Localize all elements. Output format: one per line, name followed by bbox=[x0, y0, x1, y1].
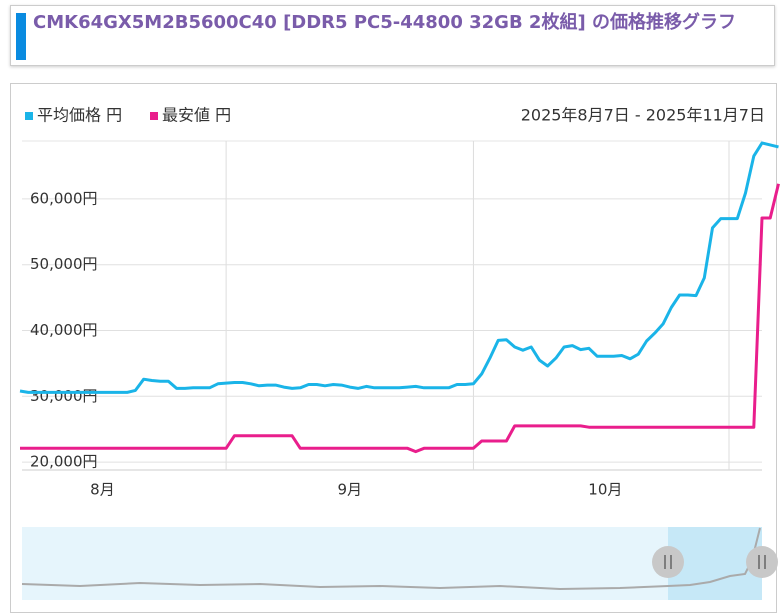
x-tick-label: 9月 bbox=[338, 481, 363, 499]
legend-label: 最安値 円 bbox=[162, 106, 231, 125]
y-tick-label: 20,000円 bbox=[30, 453, 98, 471]
legend-label: 平均価格 円 bbox=[37, 106, 122, 125]
handle-grip bbox=[758, 555, 766, 569]
navigator bbox=[21, 527, 778, 600]
plot-area bbox=[22, 140, 762, 471]
y-tick-label: 30,000円 bbox=[30, 387, 98, 405]
legend-marker bbox=[150, 112, 158, 120]
header: CMK64GX5M2B5600C40 [DDR5 PC5-44800 32GB … bbox=[10, 5, 775, 66]
x-tick-label: 10月 bbox=[588, 481, 622, 499]
price-line bbox=[20, 183, 780, 454]
x-tick-label: 8月 bbox=[90, 481, 115, 499]
navigator-line bbox=[21, 527, 761, 591]
navigator-handle[interactable] bbox=[746, 546, 778, 578]
navigator-bg bbox=[22, 527, 762, 600]
handle-grip bbox=[664, 555, 672, 569]
y-tick-label: 60,000円 bbox=[30, 189, 98, 207]
page-title: CMK64GX5M2B5600C40 [DDR5 PC5-44800 32GB … bbox=[33, 12, 736, 33]
y-tick-label: 50,000円 bbox=[30, 255, 98, 273]
y-tick-label: 40,000円 bbox=[30, 321, 98, 339]
price-line bbox=[19, 141, 779, 394]
legend-marker bbox=[25, 112, 33, 120]
navigator-handle[interactable] bbox=[652, 546, 684, 578]
header-accent bbox=[16, 13, 26, 60]
date-range: 2025年8月7日 - 2025年11月7日 bbox=[521, 106, 765, 125]
